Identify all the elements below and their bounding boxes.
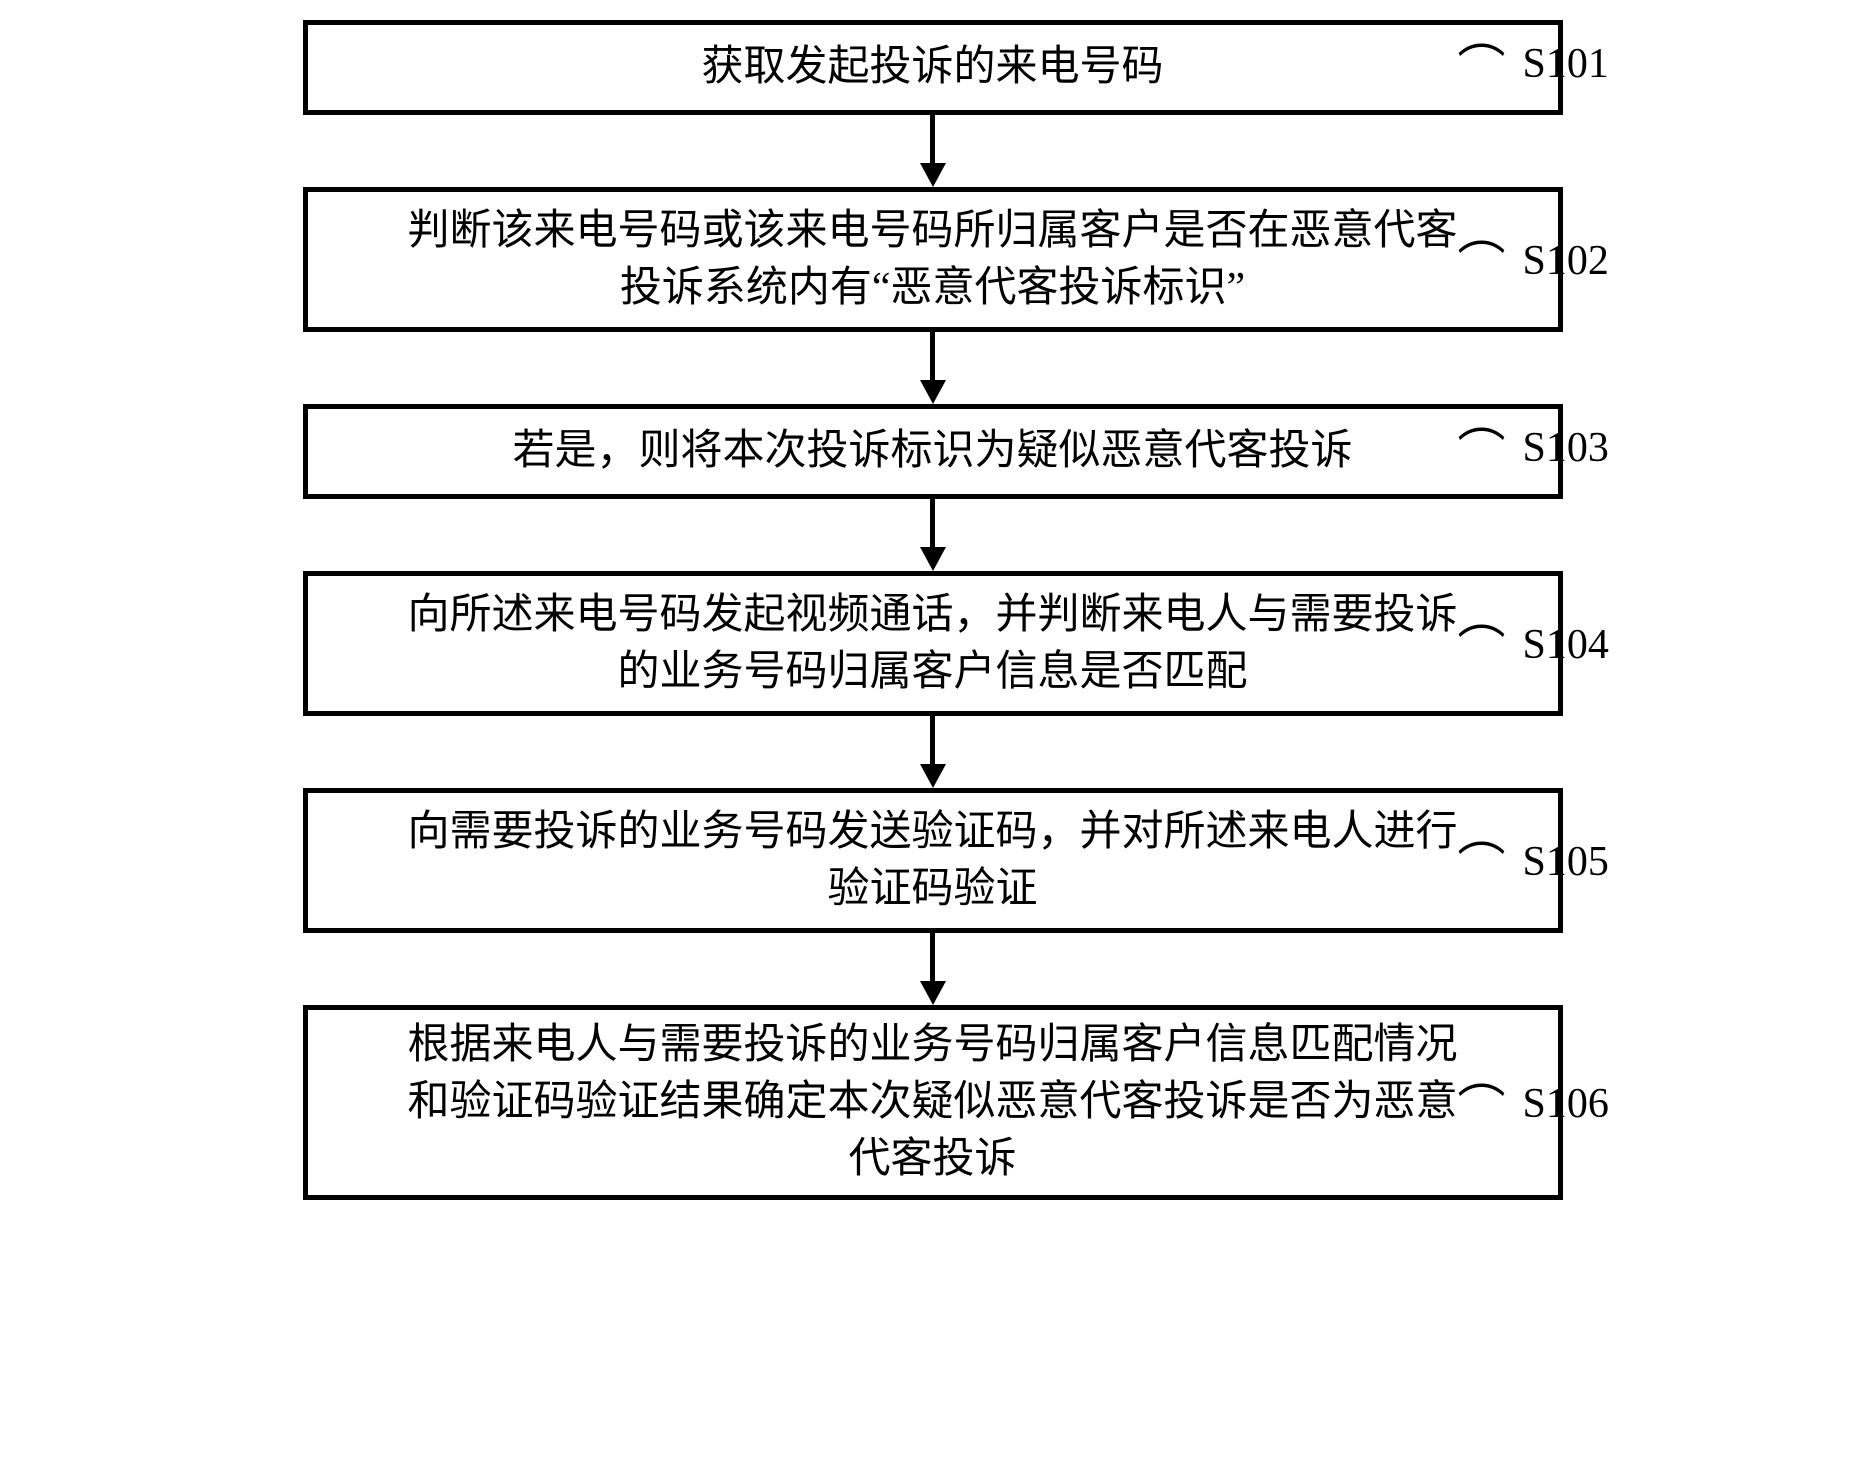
step-label-s106: S106 [1523, 1080, 1609, 1128]
step-text-line2: 验证码验证 [407, 861, 1457, 918]
step-text-line2: 和验证码验证结果确定本次疑似恶意代客投诉是否为恶意 [407, 1074, 1457, 1131]
step-box-s105: 向需要投诉的业务号码发送验证码，并对所述来电人进行 验证码验证 [303, 788, 1563, 933]
step-box-s104: 向所述来电号码发起视频通话，并判断来电人与需要投诉 的业务号码归属客户信息是否匹… [303, 571, 1563, 716]
step-label-s102: S102 [1523, 237, 1609, 285]
step-box-s102: 判断该来电号码或该来电号码所归属客户是否在恶意代客 投诉系统内有“恶意代客投诉标… [303, 187, 1563, 332]
step-row-5: 向需要投诉的业务号码发送验证码，并对所述来电人进行 验证码验证 ⌒ S105 [183, 788, 1683, 933]
step-label-s105: S105 [1523, 838, 1609, 886]
arrow-2 [183, 332, 1683, 404]
step-text-line1: 根据来电人与需要投诉的业务号码归属客户信息匹配情况 [407, 1017, 1457, 1074]
arrow-5 [183, 933, 1683, 1005]
step-text-line2: 投诉系统内有“恶意代客投诉标识” [407, 260, 1457, 317]
step-text-line1: 向需要投诉的业务号码发送验证码，并对所述来电人进行 [407, 804, 1457, 861]
step-box-s101: 获取发起投诉的来电号码 [303, 20, 1563, 115]
step-box-s103: 若是，则将本次投诉标识为疑似恶意代客投诉 [303, 404, 1563, 499]
step-text-line2: 的业务号码归属客户信息是否匹配 [407, 644, 1457, 701]
arrow-line [930, 499, 935, 547]
step-row-2: 判断该来电号码或该来电号码所归属客户是否在恶意代客 投诉系统内有“恶意代客投诉标… [183, 187, 1683, 332]
step-text: 若是，则将本次投诉标识为疑似恶意代客投诉 [512, 423, 1352, 480]
label-bracket: ⌒ [1458, 826, 1506, 896]
step-row-3: 若是，则将本次投诉标识为疑似恶意代客投诉 ⌒ S103 [183, 404, 1683, 499]
arrow-1 [183, 115, 1683, 187]
step-label-s104: S104 [1523, 621, 1609, 669]
arrow-head [920, 547, 946, 571]
step-text-line1: 向所述来电号码发起视频通话，并判断来电人与需要投诉 [407, 587, 1457, 644]
arrow-head [920, 764, 946, 788]
arrow-3 [183, 499, 1683, 571]
arrow-line [930, 115, 935, 163]
arrow-head [920, 163, 946, 187]
step-row-6: 根据来电人与需要投诉的业务号码归属客户信息匹配情况 和验证码验证结果确定本次疑似… [183, 1005, 1683, 1200]
arrow-line [930, 716, 935, 764]
step-text: 获取发起投诉的来电号码 [701, 39, 1163, 96]
arrow-head [920, 380, 946, 404]
label-bracket: ⌒ [1458, 225, 1506, 295]
label-bracket: ⌒ [1458, 412, 1506, 482]
flowchart-container: 获取发起投诉的来电号码 ⌒ S101 判断该来电号码或该来电号码所归属客户是否在… [183, 20, 1683, 1200]
label-bracket: ⌒ [1458, 609, 1506, 679]
label-bracket: ⌒ [1458, 28, 1506, 98]
arrow-line [930, 332, 935, 380]
arrow-4 [183, 716, 1683, 788]
step-text-line1: 判断该来电号码或该来电号码所归属客户是否在恶意代客 [407, 203, 1457, 260]
step-label-s103: S103 [1523, 424, 1609, 472]
label-bracket: ⌒ [1458, 1068, 1506, 1138]
step-row-4: 向所述来电号码发起视频通话，并判断来电人与需要投诉 的业务号码归属客户信息是否匹… [183, 571, 1683, 716]
arrow-line [930, 933, 935, 981]
step-box-s106: 根据来电人与需要投诉的业务号码归属客户信息匹配情况 和验证码验证结果确定本次疑似… [303, 1005, 1563, 1200]
arrow-head [920, 981, 946, 1005]
step-label-s101: S101 [1523, 40, 1609, 88]
step-text-line3: 代客投诉 [407, 1131, 1457, 1188]
step-row-1: 获取发起投诉的来电号码 ⌒ S101 [183, 20, 1683, 115]
